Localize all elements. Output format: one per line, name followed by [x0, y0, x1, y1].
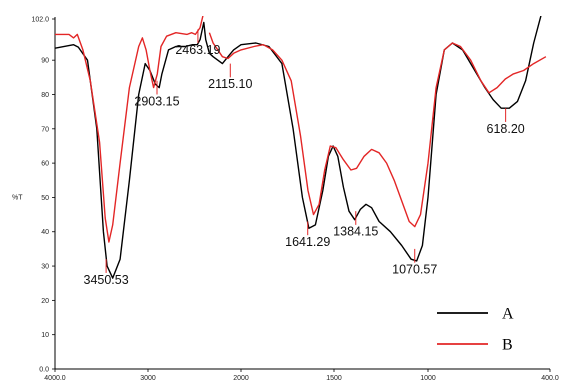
y-tick-label: 40	[41, 229, 49, 236]
x-tick-label: 4000.0	[44, 375, 66, 382]
y-axis-label: %T	[12, 194, 23, 201]
x-tick-label: 400.0	[541, 375, 559, 382]
x-tick-label: 2000	[233, 375, 249, 382]
x-tick-label: 1500	[326, 375, 342, 382]
y-tick-label: 10	[41, 332, 49, 339]
peak-label: 1384.15	[333, 225, 378, 239]
legend-label-a: A	[502, 306, 514, 323]
y-tick-label: 20	[41, 298, 49, 305]
y-tick-label: 102.0	[31, 17, 49, 24]
legend: AB	[437, 306, 514, 354]
y-tick-label: 0.0	[39, 367, 49, 374]
peak-label: 2903.15	[134, 94, 179, 108]
series-group	[55, 16, 547, 279]
y-tick-label: 80	[41, 92, 49, 99]
series-line-b-2	[208, 32, 547, 228]
x-tick-label: 3000	[140, 375, 156, 382]
series-line-b-1	[55, 16, 204, 243]
peak-label: 618.20	[487, 122, 525, 136]
y-tick-label: 30	[41, 264, 49, 271]
y-tick-label: 50	[41, 195, 49, 202]
y-tick-label: 60	[41, 161, 49, 168]
peak-label: 2115.10	[208, 77, 252, 91]
legend-label-b: B	[502, 337, 513, 354]
peak-labels: 3450.53 2903.15 2463.19 2115.10 1641.291384.…	[84, 29, 525, 287]
y-tick-label: 70	[41, 126, 49, 133]
peak-label: 1070.57	[392, 262, 437, 276]
peak-label: 3450.53	[84, 273, 129, 287]
x-tick-label: 1000	[420, 375, 436, 382]
y-tick-label: 90	[41, 58, 49, 65]
peak-label: 2463.19	[175, 43, 220, 57]
peak-label: 1641.29	[285, 235, 330, 249]
